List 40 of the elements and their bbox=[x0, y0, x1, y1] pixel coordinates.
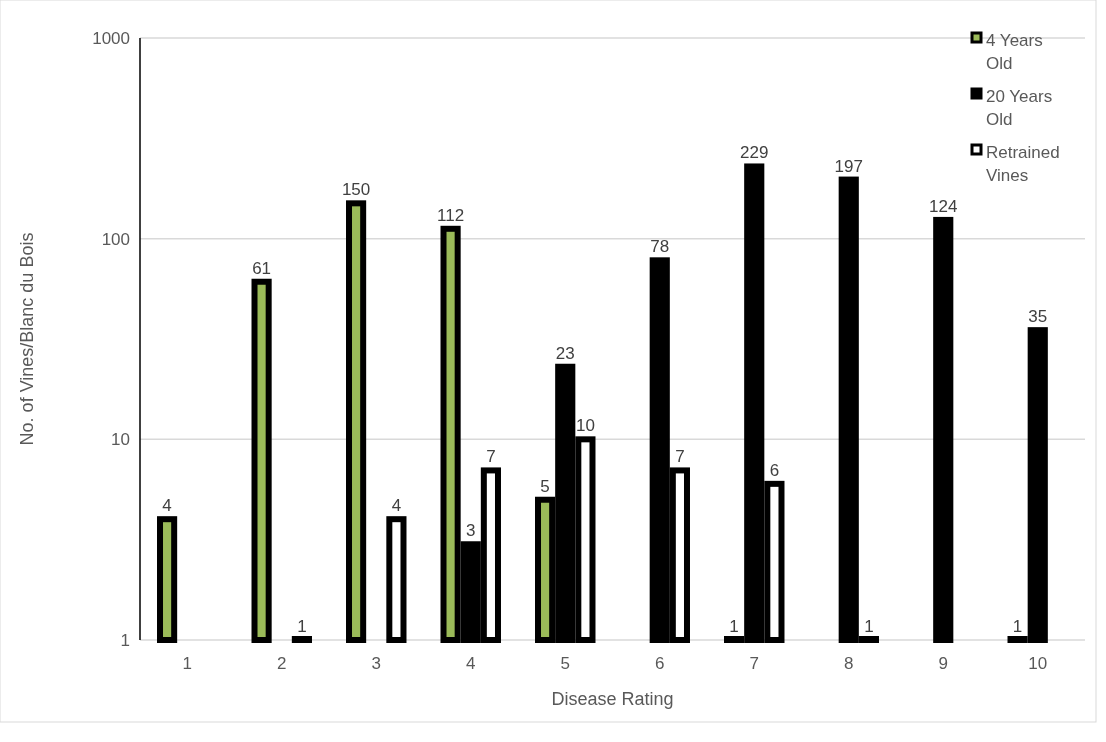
data-label: 124 bbox=[929, 196, 958, 216]
x-tick-label: 8 bbox=[844, 654, 854, 673]
data-label: 150 bbox=[341, 180, 371, 200]
data-label: 7 bbox=[486, 447, 496, 467]
data-label: 78 bbox=[650, 237, 670, 257]
x-tick-label: 9 bbox=[938, 654, 948, 673]
data-label: 197 bbox=[834, 156, 863, 176]
y-tick-label: 100 bbox=[101, 229, 130, 249]
data-label: 4 bbox=[391, 496, 402, 516]
y-tick-label: 10 bbox=[111, 430, 130, 450]
data-label: 7 bbox=[675, 447, 685, 467]
data-label: 112 bbox=[437, 205, 465, 225]
data-label: 229 bbox=[740, 143, 769, 163]
x-tick-label: 6 bbox=[655, 654, 665, 673]
x-tick-label: 5 bbox=[560, 654, 570, 673]
x-tick-label: 2 bbox=[277, 654, 287, 673]
data-label: 23 bbox=[555, 343, 575, 363]
legend-label: Retrained Vines bbox=[986, 143, 1060, 185]
data-label: 35 bbox=[1028, 307, 1048, 327]
x-tick-label: 3 bbox=[371, 654, 381, 673]
x-tick-label: 10 bbox=[1028, 654, 1048, 673]
data-label: 1 bbox=[864, 617, 874, 636]
data-label: 1 bbox=[1012, 617, 1023, 636]
data-label: 1 bbox=[729, 617, 739, 636]
y-tick-label: 1 bbox=[120, 631, 130, 650]
legend-label: 20 Years Old bbox=[986, 87, 1053, 129]
data-label: 1 bbox=[297, 617, 307, 636]
data-label: 10 bbox=[575, 416, 595, 436]
y-tick-label: 1000 bbox=[92, 29, 130, 48]
data-label: 6 bbox=[769, 460, 780, 480]
legend-label: 4 Years Old bbox=[986, 31, 1043, 73]
data-label: 5 bbox=[540, 476, 550, 496]
x-tick-label: 4 bbox=[466, 654, 476, 673]
data-label: 61 bbox=[252, 258, 272, 278]
x-axis-title: Disease Rating bbox=[551, 689, 674, 709]
data-label: 4 bbox=[162, 496, 172, 516]
x-tick-label: 7 bbox=[749, 654, 759, 673]
data-label: 3 bbox=[466, 521, 476, 541]
y-axis-title: No. of Vines/Blanc du Bois bbox=[17, 232, 37, 446]
x-tick-label: 1 bbox=[182, 654, 192, 673]
